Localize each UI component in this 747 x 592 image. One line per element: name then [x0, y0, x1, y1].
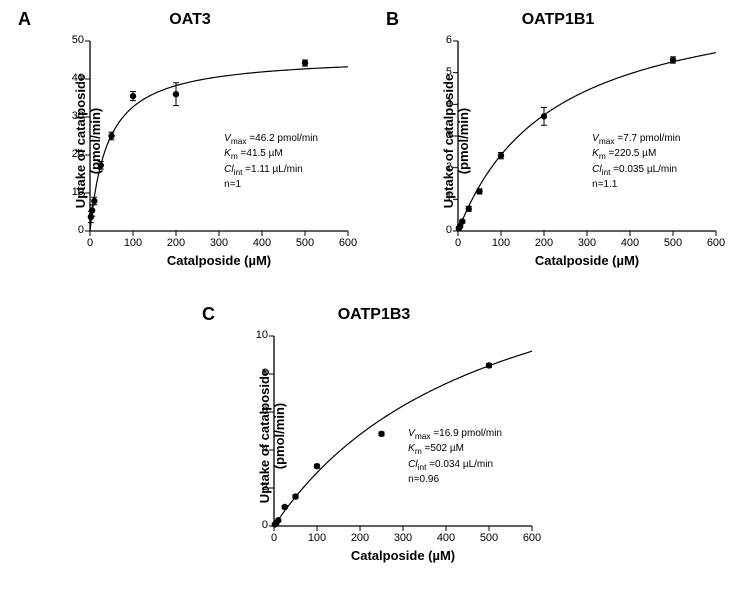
- x-tick-C: 100: [303, 532, 331, 544]
- x-tick-B: 500: [659, 237, 687, 249]
- x-tick-B: 0: [444, 237, 472, 249]
- x-tick-A: 200: [162, 237, 190, 249]
- panel-C: COATP1B3Uptake of catalposide(pmol/min)C…: [194, 300, 554, 580]
- x-tick-B: 400: [616, 237, 644, 249]
- y-tick-B: 1: [428, 192, 452, 204]
- y-tick-B: 3: [428, 129, 452, 141]
- y-tick-A: 40: [60, 72, 84, 84]
- kinetics-annotation-B: Vmax =7.7 pmol/minKm =220.5 µMClint =0.0…: [592, 132, 680, 191]
- panel-B: BOATP1B1Uptake of catalposide(pmol/min)C…: [378, 5, 738, 285]
- figure-root: AOAT3Uptake of catalposide(pmol/min)Cata…: [0, 0, 747, 592]
- y-tick-A: 50: [60, 34, 84, 46]
- x-tick-C: 500: [475, 532, 503, 544]
- kinetics-annotation-A: Vmax =46.2 pmol/minKm =41.5 µMClint =1.1…: [224, 132, 318, 191]
- y-tick-B: 2: [428, 161, 452, 173]
- kinetics-annotation-C: Vmax =16.9 pmol/minKm =502 µMClint =0.03…: [408, 427, 502, 486]
- y-tick-C: 2: [244, 481, 268, 493]
- y-tick-C: 8: [244, 367, 268, 379]
- y-tick-A: 20: [60, 148, 84, 160]
- x-tick-A: 600: [334, 237, 362, 249]
- x-tick-C: 600: [518, 532, 546, 544]
- y-tick-B: 4: [428, 97, 452, 109]
- x-tick-B: 100: [487, 237, 515, 249]
- x-tick-B: 200: [530, 237, 558, 249]
- x-tick-B: 600: [702, 237, 730, 249]
- y-tick-B: 6: [428, 34, 452, 46]
- y-tick-A: 30: [60, 110, 84, 122]
- x-tick-C: 400: [432, 532, 460, 544]
- y-tick-A: 10: [60, 186, 84, 198]
- y-tick-C: 0: [244, 519, 268, 531]
- x-tick-A: 500: [291, 237, 319, 249]
- x-tick-C: 0: [260, 532, 288, 544]
- x-tick-A: 300: [205, 237, 233, 249]
- x-tick-B: 300: [573, 237, 601, 249]
- x-tick-C: 200: [346, 532, 374, 544]
- y-tick-C: 6: [244, 405, 268, 417]
- panel-A: AOAT3Uptake of catalposide(pmol/min)Cata…: [10, 5, 370, 285]
- x-tick-A: 0: [76, 237, 104, 249]
- y-tick-B: 5: [428, 66, 452, 78]
- y-tick-A: 0: [60, 224, 84, 236]
- x-tick-A: 400: [248, 237, 276, 249]
- x-tick-C: 300: [389, 532, 417, 544]
- y-tick-C: 10: [244, 329, 268, 341]
- y-tick-C: 4: [244, 443, 268, 455]
- y-tick-B: 0: [428, 224, 452, 236]
- x-tick-A: 100: [119, 237, 147, 249]
